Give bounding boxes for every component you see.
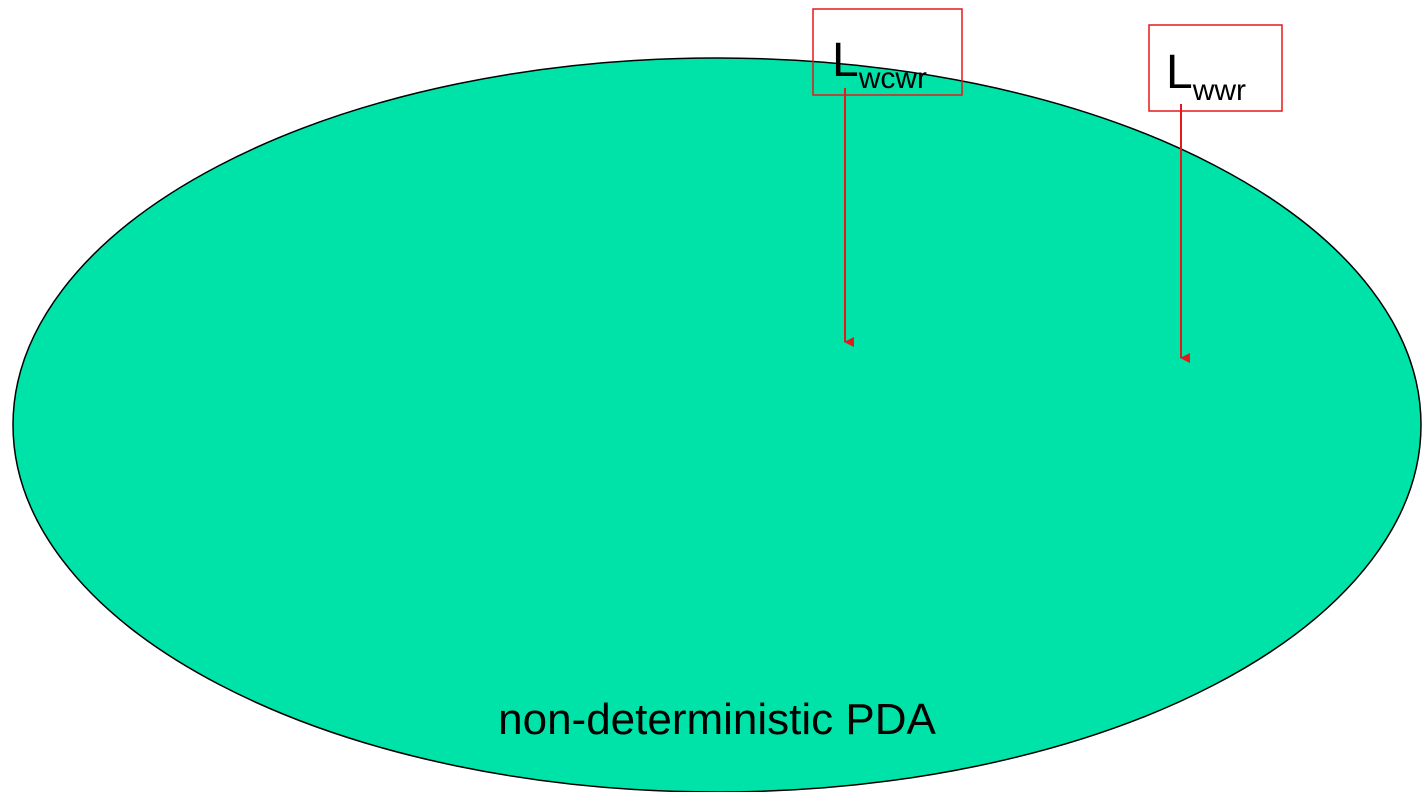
language-box-wwr-frame: [1148, 24, 1283, 112]
language-box-wcwr: Lwcwr: [812, 8, 963, 96]
language-symbol: L: [1166, 46, 1193, 99]
language-box-wcwr-frame: [812, 8, 963, 96]
language-subscript: wwr: [1192, 74, 1246, 107]
language-subscript: wcwr: [858, 62, 927, 95]
npda-region-label: non-deterministic PDA: [498, 695, 936, 744]
npda-region: [12, 57, 1422, 792]
language-symbol: L: [832, 34, 859, 87]
language-label-wwr: Lwwr: [1166, 46, 1246, 107]
language-box-wwr: Lwwr: [1148, 24, 1283, 112]
language-label-wcwr: Lwcwr: [832, 34, 927, 95]
